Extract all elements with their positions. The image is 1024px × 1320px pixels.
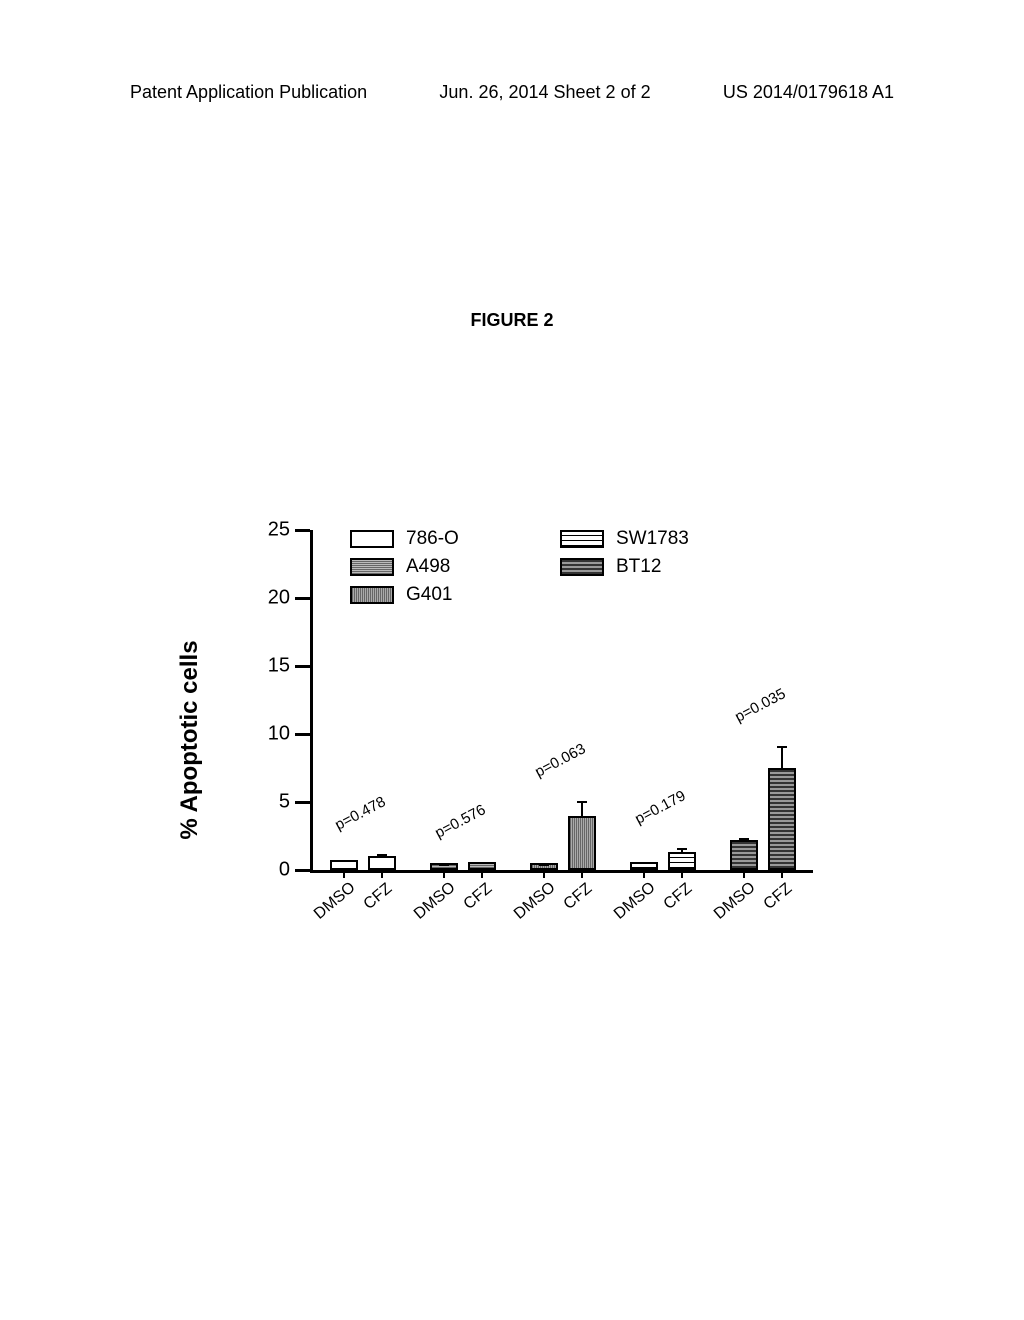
- p-value-label: p=0.478: [332, 793, 388, 834]
- y-tick: [295, 665, 310, 668]
- bar: [330, 860, 358, 870]
- bar: [668, 852, 696, 870]
- y-tick-label: 10: [255, 723, 290, 746]
- y-tick-label: 25: [255, 519, 290, 542]
- x-tick: [481, 870, 483, 878]
- error-bar: [581, 801, 583, 817]
- header-right: US 2014/0179618 A1: [723, 82, 894, 103]
- y-tick: [295, 869, 310, 872]
- x-tick-label: CFZ: [661, 880, 696, 914]
- header-left: Patent Application Publication: [130, 82, 367, 103]
- x-tick: [443, 870, 445, 878]
- y-axis-label: % Apoptotic cells: [176, 640, 204, 839]
- p-value-label: p=0.063: [532, 740, 588, 781]
- x-tick: [781, 870, 783, 878]
- y-tick-label: 5: [255, 791, 290, 814]
- bar: [630, 862, 658, 870]
- x-tick: [381, 870, 383, 878]
- legend-swatch: [560, 558, 604, 576]
- x-tick-label: DMSO: [411, 879, 459, 924]
- x-tick-label: DMSO: [711, 879, 759, 924]
- y-tick-label: 15: [255, 655, 290, 678]
- header-center: Jun. 26, 2014 Sheet 2 of 2: [439, 82, 650, 103]
- legend-swatch: [350, 586, 394, 604]
- legend-swatch: [350, 558, 394, 576]
- error-bar: [343, 860, 345, 863]
- legend-swatch: [560, 530, 604, 548]
- p-value-label: p=0.179: [632, 787, 688, 828]
- error-bar: [443, 864, 445, 865]
- y-tick: [295, 801, 310, 804]
- legend-item: A498: [350, 556, 459, 578]
- x-tick-label: DMSO: [611, 879, 659, 924]
- legend-label: SW1783: [616, 528, 689, 550]
- figure-caption: FIGURE 2: [0, 310, 1024, 331]
- error-bar: [643, 862, 645, 864]
- y-tick: [295, 733, 310, 736]
- x-tick: [743, 870, 745, 878]
- legend-label: BT12: [616, 556, 661, 578]
- legend-item: BT12: [560, 556, 689, 578]
- x-tick-label: CFZ: [561, 880, 596, 914]
- y-tick: [295, 597, 310, 600]
- x-tick: [543, 870, 545, 878]
- x-tick: [643, 870, 645, 878]
- bar: [530, 863, 558, 870]
- bar: [568, 816, 596, 870]
- error-bar: [781, 746, 783, 770]
- error-bar: [481, 862, 483, 864]
- bar: [430, 863, 458, 870]
- y-tick-label: 0: [255, 859, 290, 882]
- legend-label: G401: [406, 584, 452, 606]
- x-tick: [343, 870, 345, 878]
- legend-label: A498: [406, 556, 450, 578]
- legend-label: 786-O: [406, 528, 459, 550]
- error-bar: [543, 864, 545, 865]
- x-tick: [581, 870, 583, 878]
- legend-item: SW1783: [560, 528, 689, 550]
- x-tick-label: DMSO: [511, 879, 559, 924]
- x-tick-label: CFZ: [461, 880, 496, 914]
- p-value-label: p=0.035: [732, 685, 788, 726]
- bar: [768, 768, 796, 870]
- error-bar: [381, 854, 383, 858]
- bar: [730, 840, 758, 870]
- x-tick-label: CFZ: [361, 880, 396, 914]
- bar-chart: % Apoptotic cells DMSOCFZp=0.478DMSOCFZp…: [200, 510, 820, 970]
- error-bar: [743, 838, 745, 842]
- error-bar: [681, 848, 683, 855]
- x-tick: [681, 870, 683, 878]
- y-tick-label: 20: [255, 587, 290, 610]
- p-value-label: p=0.576: [432, 801, 488, 842]
- legend-swatch: [350, 530, 394, 548]
- chart-legend: 786-OA498G401SW1783BT12: [350, 528, 459, 612]
- bar: [468, 862, 496, 870]
- x-tick-label: CFZ: [761, 880, 796, 914]
- legend-item: G401: [350, 584, 459, 606]
- y-tick: [295, 529, 310, 532]
- page-header: Patent Application Publication Jun. 26, …: [130, 82, 894, 103]
- bar: [368, 856, 396, 870]
- legend-item: 786-O: [350, 528, 459, 550]
- x-tick-label: DMSO: [311, 879, 359, 924]
